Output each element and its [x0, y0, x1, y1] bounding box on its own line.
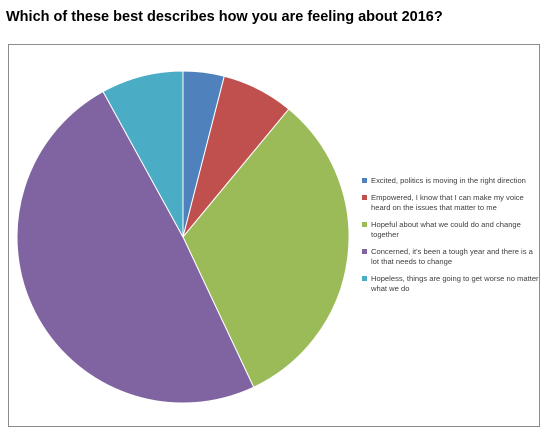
legend-swatch-hopeless: [362, 275, 367, 281]
pie-slice-hopeful: [182, 108, 350, 388]
legend-label-hopeful: Hopeful about what we could do and chang…: [371, 219, 521, 240]
legend-item-hopeless: Hopeless, things are going to get worse …: [362, 274, 540, 295]
legend-label-excited: Excited, politics is moving in the right…: [371, 176, 526, 185]
pie-slice-concerned: [16, 90, 255, 404]
survey-question-title: Which of these best describes how you ar…: [6, 9, 443, 25]
legend-item-excited: Excited, politics is moving in the right…: [362, 176, 540, 187]
chart-legend: Excited, politics is moving in the right…: [362, 176, 540, 301]
legend-label-hopeless: Hopeless, things are going to get worse …: [371, 273, 539, 294]
legend-label-empowered: Empowered, I know that I can make my voi…: [371, 192, 524, 213]
legend-label-concerned: Concerned, it's been a tough year and th…: [371, 246, 533, 267]
legend-item-concerned: Concerned, it's been a tough year and th…: [362, 247, 540, 268]
legend-item-empowered: Empowered, I know that I can make my voi…: [362, 193, 540, 214]
pie-slice-hopeless: [102, 70, 184, 238]
legend-swatch-excited: [362, 178, 367, 183]
legend-swatch-concerned: [362, 248, 367, 254]
legend-swatch-hopeful: [362, 221, 367, 227]
legend-item-hopeful: Hopeful about what we could do and chang…: [362, 220, 540, 241]
legend-swatch-empowered: [362, 194, 367, 200]
